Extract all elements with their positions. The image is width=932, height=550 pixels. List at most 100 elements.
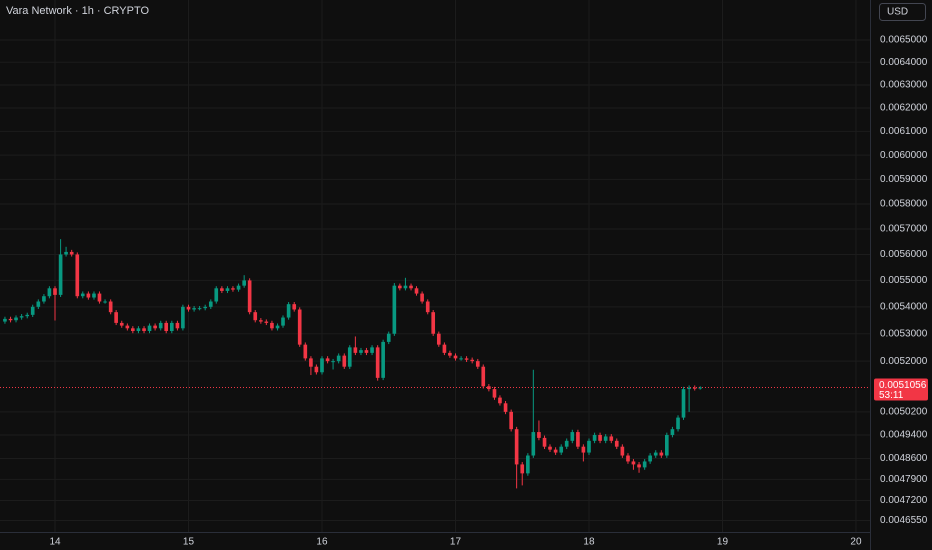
candle-body: [381, 341, 385, 378]
candle-body: [169, 322, 174, 332]
candle-body: [53, 288, 57, 295]
candle-body: [459, 358, 463, 360]
candle-body: [97, 293, 102, 302]
candle-body: [270, 322, 274, 329]
candle-body: [69, 251, 74, 255]
candle-body: [192, 308, 196, 310]
candle-body: [464, 358, 469, 360]
candle-body: [370, 347, 374, 353]
candle-body: [58, 254, 63, 295]
candle-body: [314, 366, 319, 373]
candle-body: [587, 440, 591, 453]
candle-body: [414, 288, 419, 294]
axes: 0.0065000 0.0064000 0.0063000 0.0062000 0.00…: [49, 35, 928, 548]
candle-body: [436, 333, 441, 345]
candle-body: [203, 306, 208, 309]
candle-body: [364, 350, 369, 353]
candle-body: [103, 301, 107, 303]
candle-body: [670, 429, 675, 435]
x-tick-label: 15: [183, 537, 195, 548]
candles: [0, 239, 870, 489]
candle-body: [603, 436, 608, 441]
candle-body: [470, 359, 475, 362]
candle-body: [281, 317, 285, 326]
candle-body: [186, 306, 191, 310]
candle-body: [642, 461, 647, 468]
y-tick-label: 0.0056000: [880, 249, 928, 260]
candle-body: [631, 461, 636, 465]
candle-body: [475, 361, 480, 367]
candle-body: [303, 344, 308, 359]
candle-body: [320, 358, 324, 373]
y-tick-label: 0.0058000: [880, 199, 928, 210]
candle-body: [403, 285, 408, 289]
countdown-label: 53:11: [879, 390, 904, 401]
candle-body: [392, 285, 397, 334]
candle-body: [47, 288, 52, 297]
y-tick-label: 0.0063000: [880, 80, 928, 91]
candle-body: [331, 361, 335, 363]
candle-body: [531, 432, 536, 456]
candle-body: [353, 347, 358, 353]
candle-body: [359, 350, 363, 353]
candle-body: [158, 322, 163, 329]
currency-label[interactable]: USD: [887, 7, 908, 18]
candle-body: [503, 403, 508, 412]
currency-button[interactable]: [879, 3, 926, 21]
candle-body: [30, 306, 35, 315]
chart-title: Vara Network · 1h · CRYPTO: [6, 5, 149, 17]
candle-body: [398, 285, 402, 289]
candle-body: [692, 387, 697, 389]
candle-body: [247, 280, 252, 313]
candle-body: [142, 328, 146, 332]
y-tick-label: 0.0055000: [880, 275, 928, 286]
candle-body: [509, 411, 513, 430]
candle-body: [147, 325, 152, 332]
candle-body: [309, 358, 313, 367]
candle-body: [386, 333, 391, 342]
candle-body: [542, 437, 547, 447]
candle-body: [275, 325, 280, 329]
candle-body: [676, 417, 680, 430]
candle-body: [453, 355, 458, 359]
candle-body: [292, 304, 297, 310]
candle-body: [253, 312, 258, 321]
candle-body: [659, 452, 664, 456]
candle-body: [42, 296, 46, 302]
candle-body: [481, 366, 486, 387]
candle-body: [231, 288, 235, 290]
candle-body: [8, 318, 13, 321]
candle-body: [681, 389, 686, 418]
candle-body: [487, 386, 491, 390]
candle-body: [75, 254, 80, 297]
x-tick-label: 20: [850, 537, 862, 548]
y-tick-label: 0.0064000: [880, 57, 928, 68]
candle-body: [537, 432, 541, 438]
candle-body: [687, 387, 691, 390]
candle-body: [264, 321, 269, 323]
candle-body: [236, 285, 241, 290]
y-tick-label: 0.0046550: [880, 515, 928, 526]
candle-body: [25, 314, 30, 317]
y-tick-label: 0.0054000: [880, 301, 928, 312]
candle-body: [175, 322, 180, 329]
candle-body: [19, 316, 24, 318]
x-tick-label: 19: [717, 537, 729, 548]
candle-body: [609, 436, 614, 441]
candle-body: [131, 328, 135, 332]
candle-body: [119, 322, 124, 326]
candle-body: [620, 446, 625, 456]
candle-body: [220, 288, 224, 291]
candle-body: [559, 446, 564, 453]
candle-body: [164, 322, 169, 332]
candle-body: [498, 397, 502, 404]
candle-body: [526, 455, 530, 474]
candle-body: [520, 464, 525, 474]
y-tick-label: 0.0047900: [880, 474, 928, 485]
candle-body: [208, 301, 213, 307]
y-tick-label: 0.0057000: [880, 224, 928, 235]
candle-body: [648, 455, 652, 462]
candle-body: [214, 288, 219, 302]
